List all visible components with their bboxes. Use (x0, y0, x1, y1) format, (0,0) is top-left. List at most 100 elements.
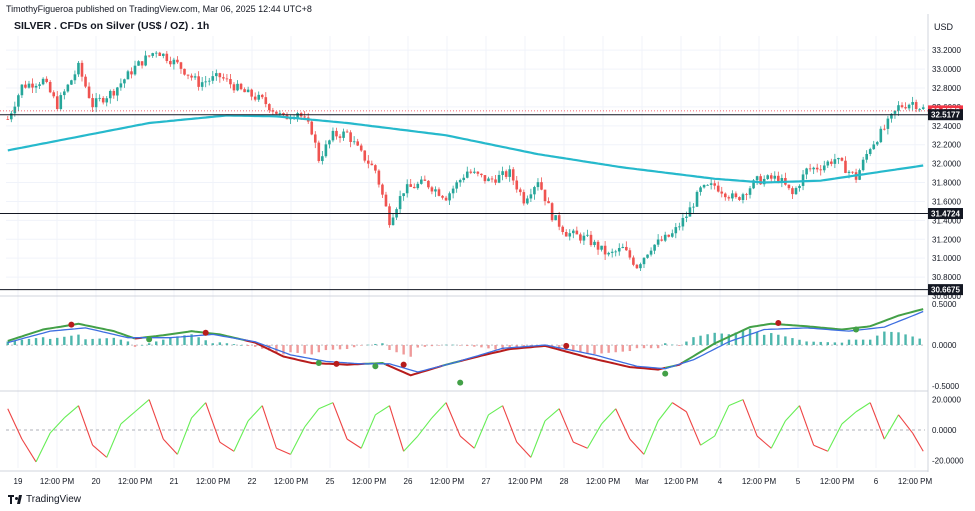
candle[interactable] (872, 140, 876, 150)
candle[interactable] (55, 91, 59, 111)
moving-average-line[interactable] (7, 114, 924, 184)
candle[interactable] (808, 163, 812, 172)
candle[interactable] (63, 89, 66, 100)
candle[interactable] (625, 241, 628, 251)
candle[interactable] (501, 166, 504, 181)
candle[interactable] (77, 61, 80, 77)
candle[interactable] (271, 107, 275, 115)
candle[interactable] (699, 185, 702, 196)
candle[interactable] (427, 180, 430, 190)
candle[interactable] (275, 111, 278, 115)
candle[interactable] (904, 102, 907, 110)
candle[interactable] (504, 169, 508, 180)
candle[interactable] (543, 189, 547, 206)
candle[interactable] (310, 120, 314, 136)
candle[interactable] (639, 262, 642, 271)
candle[interactable] (236, 80, 239, 92)
candle[interactable] (101, 96, 105, 105)
wave-slow-line[interactable] (7, 310, 924, 373)
candle[interactable] (437, 187, 441, 197)
candle[interactable] (702, 184, 706, 189)
candle[interactable] (98, 94, 101, 102)
candle[interactable] (434, 186, 437, 197)
candle[interactable] (430, 185, 434, 195)
candle[interactable] (388, 203, 391, 228)
candle[interactable] (738, 196, 741, 201)
candle[interactable] (607, 251, 610, 257)
candle[interactable] (490, 176, 494, 183)
candle[interactable] (557, 211, 561, 231)
candle[interactable] (579, 232, 582, 244)
candle[interactable] (66, 83, 70, 93)
candle[interactable] (678, 222, 681, 231)
candle[interactable] (218, 72, 222, 83)
candle[interactable] (207, 77, 211, 86)
candle[interactable] (444, 195, 448, 201)
candle[interactable] (289, 114, 292, 125)
candle[interactable] (833, 153, 837, 169)
candle[interactable] (526, 195, 529, 205)
candle[interactable] (575, 226, 579, 235)
candle[interactable] (755, 175, 759, 185)
candle[interactable] (879, 126, 883, 144)
candle[interactable] (137, 60, 140, 66)
candle[interactable] (338, 134, 342, 143)
candle[interactable] (91, 93, 94, 113)
candle[interactable] (529, 188, 533, 203)
candle[interactable] (745, 192, 748, 201)
candle[interactable] (511, 167, 515, 186)
candle[interactable] (780, 174, 784, 188)
candle[interactable] (469, 169, 473, 175)
candle[interactable] (748, 186, 752, 199)
candle[interactable] (190, 73, 193, 81)
candle[interactable] (84, 74, 87, 89)
candle[interactable] (610, 248, 614, 258)
candle[interactable] (660, 235, 663, 242)
candle[interactable] (564, 229, 568, 237)
candle[interactable] (356, 138, 359, 147)
candle[interactable] (826, 160, 830, 169)
candle[interactable] (522, 189, 526, 206)
candle[interactable] (692, 203, 695, 213)
candle[interactable] (349, 130, 352, 148)
candle[interactable] (20, 84, 24, 99)
candle[interactable] (345, 129, 349, 133)
candle[interactable] (695, 190, 699, 208)
candle[interactable] (518, 187, 522, 196)
candle[interactable] (865, 150, 868, 163)
candle[interactable] (494, 174, 497, 186)
candle[interactable] (720, 186, 724, 198)
candle[interactable] (257, 91, 261, 102)
candle[interactable] (875, 140, 879, 146)
candle[interactable] (497, 170, 501, 184)
candle[interactable] (151, 52, 154, 58)
candle[interactable] (123, 78, 126, 88)
candle[interactable] (222, 73, 225, 81)
candle[interactable] (868, 147, 872, 157)
candle[interactable] (34, 83, 38, 93)
candle[interactable] (352, 136, 356, 145)
candle[interactable] (614, 249, 618, 257)
candle[interactable] (423, 175, 427, 181)
candle[interactable] (670, 229, 674, 238)
candle[interactable] (296, 111, 299, 122)
candle[interactable] (822, 160, 826, 173)
candle[interactable] (80, 60, 84, 82)
candle[interactable] (448, 191, 451, 206)
candle[interactable] (41, 77, 45, 86)
candle[interactable] (260, 93, 264, 100)
candle[interactable] (914, 99, 918, 113)
candle[interactable] (398, 190, 402, 215)
candle[interactable] (420, 176, 423, 185)
candle[interactable] (731, 190, 734, 202)
wave-indicator-pane[interactable] (6, 308, 925, 386)
candle[interactable] (674, 223, 678, 239)
candle[interactable] (508, 165, 511, 182)
candle[interactable] (628, 247, 632, 260)
candle[interactable] (10, 110, 13, 123)
candle[interactable] (165, 51, 169, 64)
candle[interactable] (105, 96, 109, 107)
candle[interactable] (38, 81, 41, 90)
candle[interactable] (787, 184, 791, 191)
